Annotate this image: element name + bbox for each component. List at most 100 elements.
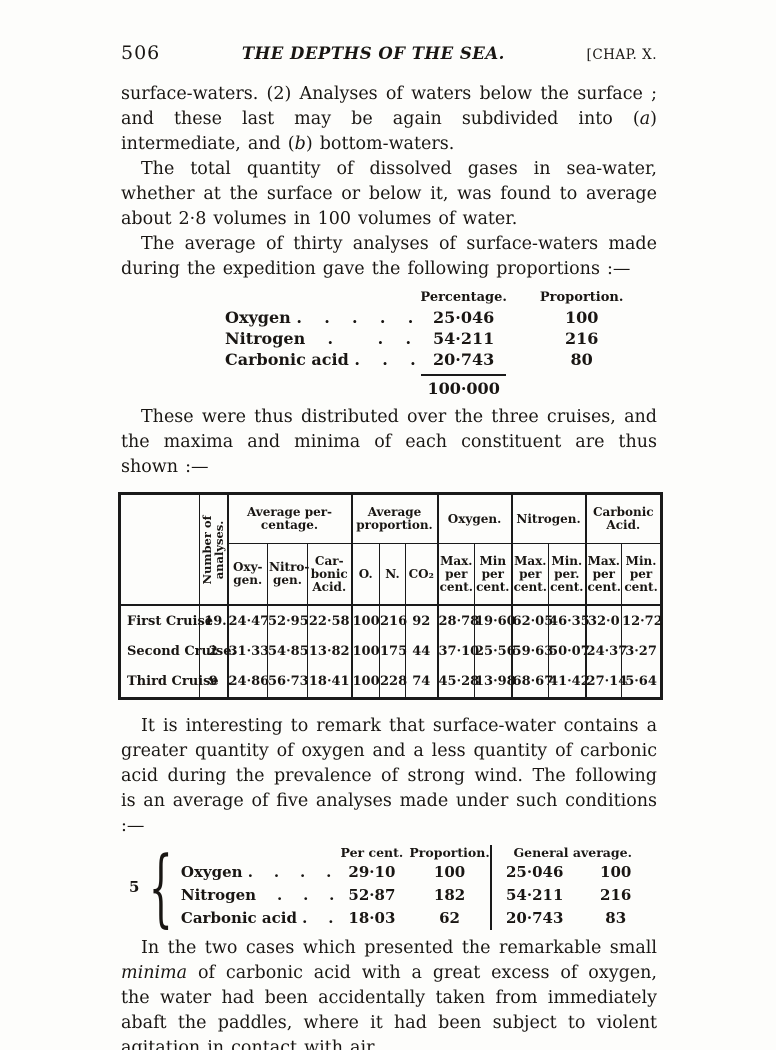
- group-nitrogen: Nitrogen.: [510, 493, 587, 544]
- subheader: Nitro- gen.: [267, 543, 309, 606]
- table-cell: 62·05: [510, 604, 553, 636]
- table-header-row: Per cent. Proportion. General average.: [181, 844, 654, 861]
- table-cell: 12·72: [621, 604, 663, 636]
- paragraph-text: In the two cases which presented the rem…: [141, 937, 657, 958]
- table-cell: 175: [379, 636, 407, 667]
- chapter-label: [CHAP. X.: [586, 47, 657, 63]
- table-cell: 46·35: [548, 604, 590, 636]
- table-row-second-cruise: Second Cruise. 2 31·33 54·85 13·82 100 1…: [119, 636, 663, 667]
- row-label: Oxygen . . . .: [180, 862, 332, 881]
- table-cell: 100: [600, 862, 632, 881]
- table-cell: 18·41: [307, 667, 352, 698]
- table-row-nitrogen: Nitrogen . . . 54·211 216: [225, 328, 652, 349]
- sub-header-row: Oxy- gen. Nitro- gen. Car- bonic Acid. O…: [120, 543, 663, 606]
- five-analyses-table: Per cent. Proportion. General average. O…: [180, 844, 654, 930]
- table-cell: 45·28: [436, 667, 479, 698]
- analyses-count: 5: [129, 878, 140, 896]
- row-label: Third Cruise .: [119, 667, 232, 698]
- table-cell: 54·85: [267, 636, 309, 667]
- table-cell: 52·95: [267, 604, 309, 636]
- paragraph-text: ) intermediate, and (: [121, 109, 657, 154]
- table-cell: 74: [404, 667, 439, 698]
- italic-a: a: [639, 109, 651, 129]
- group-carbonic-acid: Carbonic Acid.: [584, 493, 663, 544]
- row-label: Carbonic acid . .: [180, 908, 334, 927]
- subheader: Max. per cent.: [436, 543, 476, 606]
- table-cell: 13·98: [474, 667, 516, 698]
- table-cell: 24·37: [584, 636, 627, 667]
- number-of-analyses-header: Number of analyses.: [199, 493, 228, 606]
- subheader: CO₂: [404, 543, 439, 606]
- table-cell: 56·73: [267, 667, 309, 698]
- table-cell: 228: [379, 667, 407, 698]
- total-value: 100·000: [421, 374, 506, 398]
- table-cell: 19: [199, 604, 228, 636]
- table-cell: 92: [404, 604, 439, 636]
- table-cell: 44: [404, 636, 439, 667]
- table-cell: 27·14: [584, 667, 627, 698]
- subheader: Car- bonic Acid.: [307, 543, 352, 606]
- table-cell: 68·67: [510, 667, 553, 698]
- table-cell: 32·0: [584, 604, 623, 636]
- table-cell: 100: [433, 862, 466, 881]
- page-content: 506 THE DEPTHS OF THE SEA. [CHAP. X. sur…: [118, 42, 664, 1050]
- paragraph-text: of carbonic acid with a great excess of …: [121, 962, 657, 1050]
- group-header-row: Number of analyses. Average per- centage…: [119, 493, 663, 606]
- table-row-third-cruise: Third Cruise . 9 24·86 56·73 18·41 100 2…: [119, 667, 663, 698]
- paragraph-strong-wind: It is interesting to remark that surface…: [121, 715, 657, 836]
- proportion-header: Proportion.: [409, 844, 490, 860]
- italic-minima: minima: [121, 962, 188, 983]
- row-label: Second Cruise.: [119, 636, 236, 667]
- subheader: Max. per cent.: [510, 543, 550, 606]
- percentage-header: Percentage.: [420, 290, 507, 305]
- table-cell: 62: [439, 908, 460, 927]
- row-label: Nitrogen . . .: [180, 885, 335, 904]
- paragraph-three-cruises: These were thus distributed over the thr…: [121, 407, 657, 477]
- table-row-nitrogen: Nitrogen . . . 52·87 182 54·211 216: [180, 883, 654, 907]
- table-cell: 22·58: [307, 604, 352, 636]
- row-label: First Cruise .: [119, 604, 227, 636]
- five-analyses-table-wrap: 5 { Per cent. Proportion. General averag…: [129, 838, 657, 936]
- table-cell: 20·743: [489, 906, 578, 930]
- table-cell: 31·33: [226, 636, 269, 667]
- table-cell: 29·10: [348, 862, 396, 881]
- table-cell: 9: [199, 667, 228, 698]
- table-cell: 59·63: [510, 636, 553, 667]
- row-label: Oxygen . . . . .: [225, 308, 414, 327]
- table-cell: 216: [379, 604, 407, 636]
- table-cell: 19·60: [474, 604, 516, 636]
- table-cell: 20·743: [433, 350, 495, 369]
- cruise-analysis-table: Number of analyses. Average per- centage…: [118, 492, 664, 700]
- proportion-header: Proportion.: [539, 290, 624, 305]
- table-cell: 100: [350, 636, 380, 667]
- subheader: Min per cent.: [474, 543, 513, 606]
- table-cell: 216: [564, 329, 599, 348]
- table-cell: 13·82: [307, 636, 352, 667]
- table-cell: 28·78: [436, 604, 479, 636]
- table-cell: 100: [350, 604, 380, 636]
- page-header: 506 THE DEPTHS OF THE SEA. [CHAP. X.: [121, 42, 657, 64]
- table-cell: 24·86: [226, 667, 269, 698]
- group-oxygen: Oxygen.: [436, 493, 513, 544]
- surface-water-proportions-table: Percentage. Proportion. Oxygen . . . . .…: [225, 290, 652, 399]
- brace-glyph: {: [149, 838, 174, 936]
- table-cell: 50·07: [548, 636, 590, 667]
- table-total-row: 100·000: [225, 370, 652, 399]
- table-cell: 100: [350, 667, 380, 698]
- group-average-percentage: Average per- centage.: [226, 493, 352, 544]
- subheader: O.: [350, 543, 380, 606]
- per-cent-header: Per cent.: [340, 844, 404, 860]
- subheader: Min. per. cent.: [548, 543, 587, 606]
- table-cell: 3·27: [621, 636, 663, 667]
- table-cell: 80: [570, 350, 593, 369]
- table-cell: 24·47: [226, 604, 269, 636]
- paragraph-thirty-analyses: The average of thirty analyses of surfac…: [121, 234, 657, 279]
- table-cell: 5·64: [621, 667, 663, 698]
- corner-cell: [119, 493, 200, 606]
- table-cell: 83: [605, 908, 627, 927]
- general-average-header: General average.: [489, 844, 654, 861]
- table-cell: 37·10: [436, 636, 479, 667]
- row-label: Carbonic acid . . .: [225, 350, 416, 369]
- paragraph-text: surface-waters. (2) Analyses of waters b…: [121, 84, 657, 129]
